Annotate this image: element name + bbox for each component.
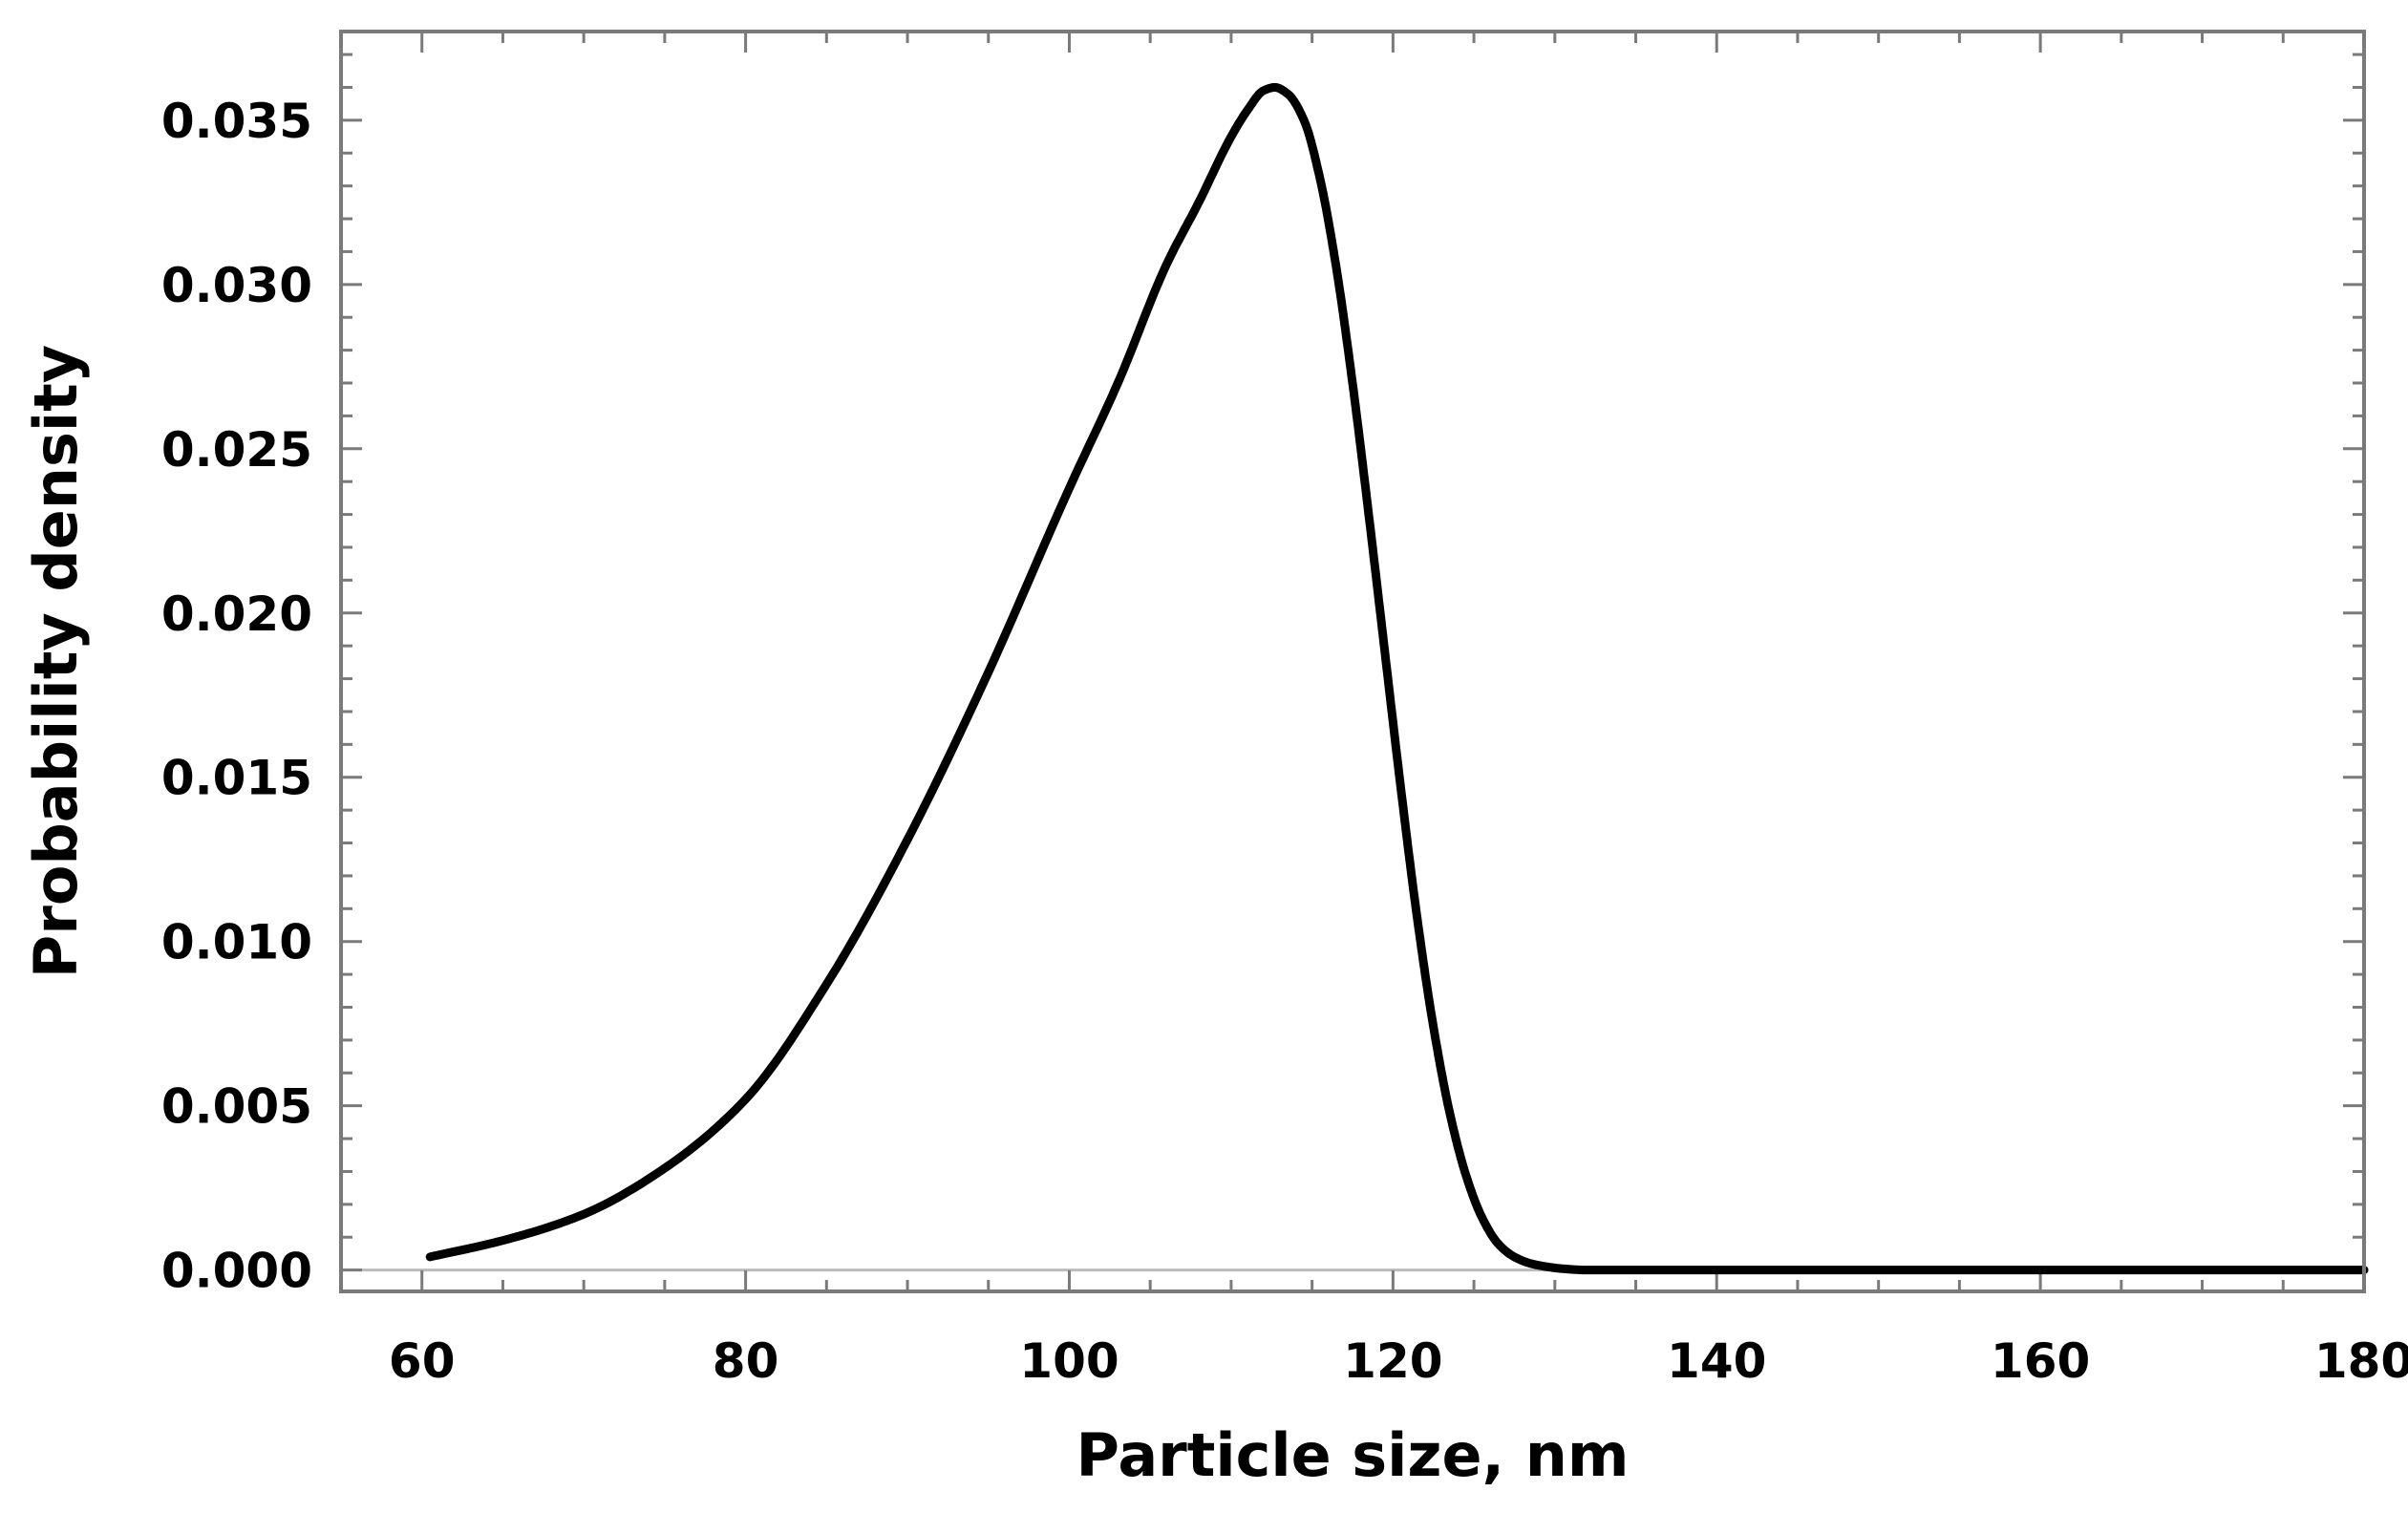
data-point bbox=[1526, 1260, 1534, 1268]
data-point bbox=[1414, 915, 1421, 923]
y-tick-label: 0.035 bbox=[161, 94, 312, 149]
data-point bbox=[1875, 1267, 1883, 1274]
x-tick-label: 140 bbox=[1667, 1333, 1766, 1389]
y-tick-label: 0.020 bbox=[161, 586, 312, 642]
data-point bbox=[1349, 379, 1356, 387]
x-tick-label: 160 bbox=[1991, 1333, 2090, 1389]
data-point bbox=[1114, 379, 1121, 387]
x-tick-label: 180 bbox=[2314, 1333, 2408, 1389]
y-axis-tick-labels: 0.000 0.005 0.010 0.015 0.020 0.025 0.030 0.035 bbox=[161, 94, 312, 1299]
data-point bbox=[1632, 1267, 1640, 1274]
data-point bbox=[1195, 199, 1203, 206]
data-point bbox=[1260, 87, 1268, 95]
data-point bbox=[1162, 261, 1170, 268]
y-tick-label: 0.025 bbox=[161, 422, 312, 478]
y-tick-label: 0.000 bbox=[161, 1244, 312, 1299]
data-point bbox=[822, 980, 830, 988]
density-curve bbox=[425, 83, 2369, 1275]
data-point bbox=[580, 1210, 587, 1218]
data-point bbox=[1446, 1109, 1454, 1117]
y-tick-label: 0.030 bbox=[161, 258, 312, 313]
data-point bbox=[2036, 1267, 2044, 1274]
data-point bbox=[499, 1237, 506, 1245]
data-point bbox=[1271, 83, 1279, 91]
x-tick-label: 100 bbox=[1019, 1333, 1119, 1389]
y-tick-label: 0.015 bbox=[161, 751, 312, 806]
y-tick-label: 0.005 bbox=[161, 1079, 312, 1135]
data-point bbox=[1584, 1267, 1591, 1274]
data-point bbox=[1316, 176, 1324, 183]
data-point bbox=[1397, 786, 1405, 794]
data-point bbox=[1381, 649, 1389, 656]
data-point bbox=[1227, 133, 1235, 140]
data-point bbox=[1332, 265, 1340, 272]
x-axis-tick-labels: 60 80 100 120 140 160 180 bbox=[389, 1333, 2408, 1389]
data-point bbox=[985, 669, 992, 676]
data-point bbox=[1479, 1214, 1486, 1222]
y-axis-title: Probability density bbox=[21, 345, 91, 978]
major-ticks bbox=[341, 32, 2366, 1291]
data-point bbox=[1543, 1263, 1550, 1270]
x-tick-label: 80 bbox=[713, 1333, 779, 1389]
data-point bbox=[1713, 1267, 1720, 1274]
data-point bbox=[1462, 1171, 1470, 1179]
data-point bbox=[2199, 1267, 2206, 1274]
data-point bbox=[1365, 511, 1373, 519]
data-point bbox=[1284, 90, 1291, 97]
data-point bbox=[661, 1164, 669, 1172]
data-point bbox=[1494, 1240, 1502, 1247]
data-point bbox=[1559, 1265, 1566, 1272]
data-point bbox=[1430, 1023, 1438, 1031]
data-point bbox=[1510, 1253, 1518, 1261]
x-tick-label: 120 bbox=[1343, 1333, 1442, 1389]
x-tick-label: 60 bbox=[389, 1333, 456, 1389]
data-point bbox=[426, 1253, 434, 1261]
x-axis-title: Particle size, nm bbox=[1076, 1420, 1630, 1490]
data-point bbox=[1244, 107, 1251, 115]
y-tick-label: 0.010 bbox=[161, 915, 312, 970]
data-point bbox=[904, 836, 911, 843]
data-point bbox=[1300, 117, 1308, 124]
data-point bbox=[742, 1096, 750, 1103]
data-point bbox=[1065, 484, 1073, 492]
plot-frame bbox=[339, 30, 2366, 1293]
